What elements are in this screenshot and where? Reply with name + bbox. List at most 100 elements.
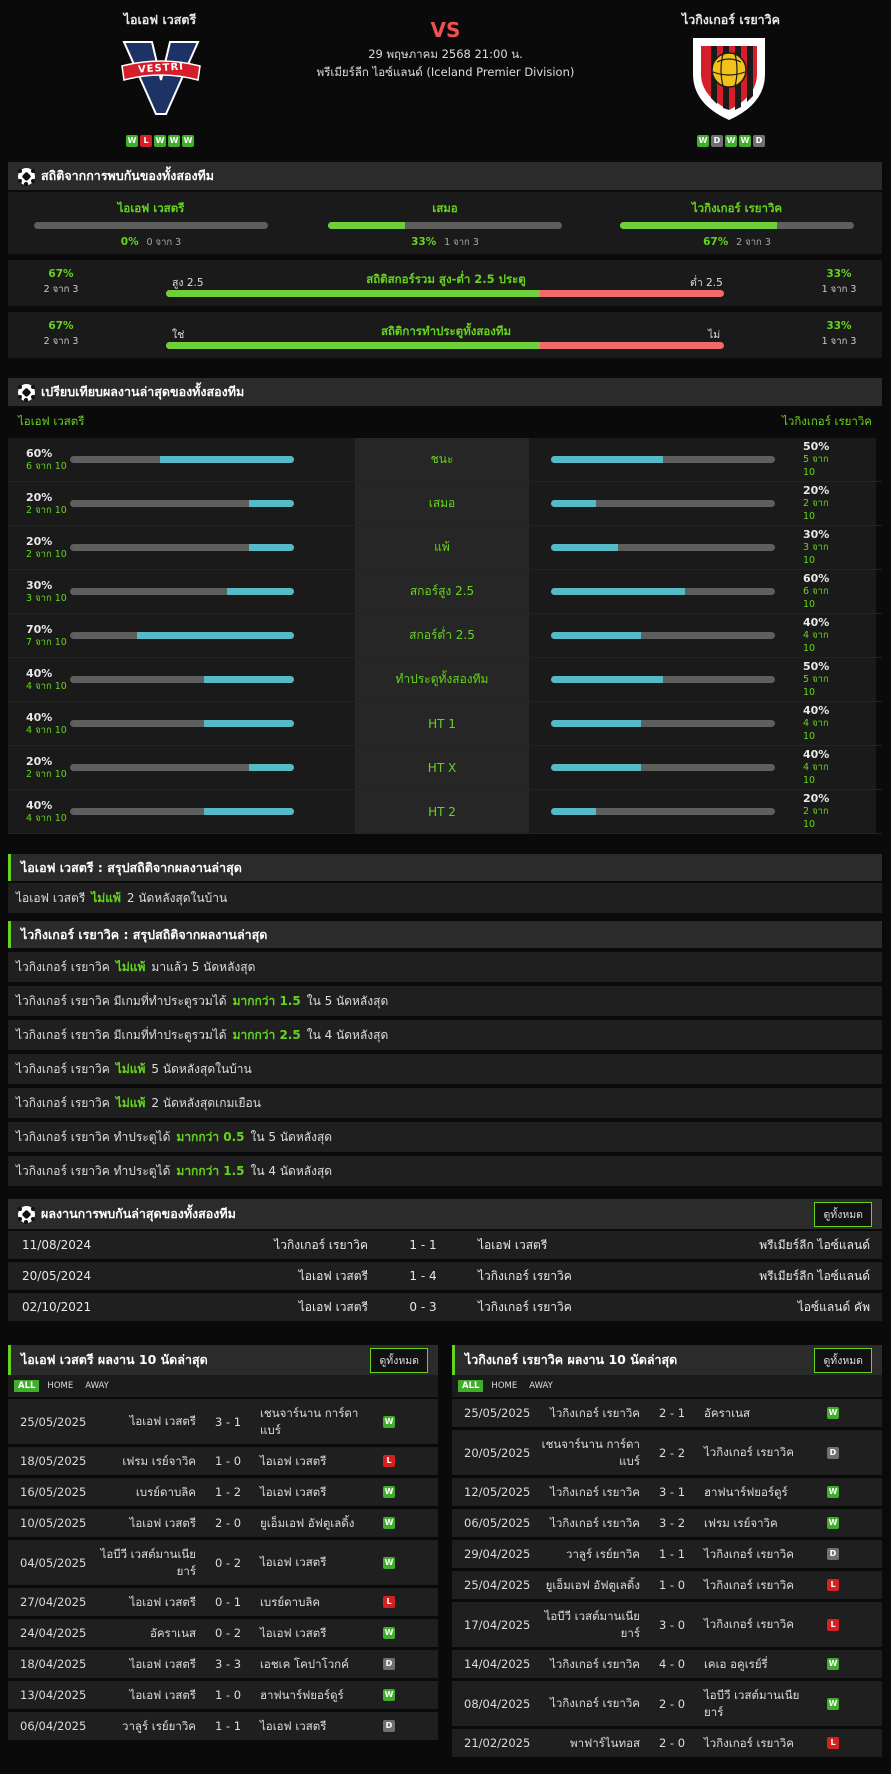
tab-home[interactable]: HOME <box>47 1381 74 1391</box>
home-team[interactable]: ยูเอ็มเอฟ อัฟตูเลดิ้ง <box>545 1577 640 1592</box>
home-team-name[interactable]: ไอเอฟ เวสตรี <box>123 12 197 27</box>
tab-all[interactable]: ALL <box>14 1380 40 1392</box>
away-team[interactable]: ฮาฟนาร์ฟยอร์ดูร์ <box>260 1687 344 1702</box>
home-team[interactable]: ไวกิงเกอร์ เรยาวิค <box>550 1484 640 1499</box>
home-team[interactable]: ไอเอฟ เวสตรี <box>298 1299 368 1314</box>
away-team[interactable]: ไอเอฟ เวสตรี <box>260 1555 327 1569</box>
h2h-row[interactable]: 02/10/2021 ไอเอฟ เวสตรี 0 - 3 ไวกิงเกอร์ เร… <box>8 1293 882 1321</box>
form-badge: W <box>725 135 737 147</box>
home-team[interactable]: ไอเอฟ เวสตรี <box>298 1268 368 1283</box>
home-team[interactable]: เบรย์ดาบลิค <box>135 1484 196 1499</box>
away-team[interactable]: ไอบีวี เวสต์มานเนียยาร์ <box>704 1687 800 1719</box>
score: 3 - 2 <box>658 1516 686 1530</box>
away-team[interactable]: เฟรม เรย์จาวิค <box>704 1515 778 1530</box>
tab-home[interactable]: HOME <box>491 1381 518 1391</box>
view-all-button[interactable]: ดูทั้งหมด <box>370 1347 428 1373</box>
home-team[interactable]: วาลูร์ เรย์ยาวิค <box>566 1546 640 1561</box>
fixture-row[interactable]: 25/05/2025 ไอเอฟ เวสตรี 3 - 1 เชนจาร์นาน กา… <box>8 1399 438 1444</box>
fixture-row[interactable]: 24/04/2025 อัคราเนส 0 - 2 ไอเอฟ เวสตรี W <box>8 1619 438 1647</box>
away-pct-count: 2 จาก 10 <box>803 498 829 522</box>
away-team[interactable]: ไวกิงเกอร์ เรยาวิค <box>704 1735 794 1750</box>
home-team[interactable]: เฟรม เรย์จาวิค <box>122 1453 196 1468</box>
competition[interactable]: พรีเมียร์ลีก ไอซ์แลนด์ <box>759 1268 870 1283</box>
away-team[interactable]: ยูเอ็มเอฟ อัฟตูเลดิ้ง <box>260 1515 355 1530</box>
home-pct-count: 2 จาก 10 <box>26 548 67 560</box>
match-date: 21/02/2025 <box>464 1736 531 1750</box>
fixture-row[interactable]: 17/04/2025 ไอบีวี เวสต์มานเนียยาร์ 3 - 0 ไว… <box>452 1602 882 1647</box>
view-all-button[interactable]: ดูทั้งหมด <box>814 1201 872 1227</box>
away-team[interactable]: ฮาฟนาร์ฟยอร์ดูร์ <box>704 1484 788 1499</box>
fixture-row[interactable]: 16/05/2025 เบรย์ดาบลิค 1 - 2 ไอเอฟ เวสตรี W <box>8 1478 438 1506</box>
home-team[interactable]: ไวกิงเกอร์ เรยาวิค <box>550 1696 640 1710</box>
home-team[interactable]: วาลูร์ เรย์ยาวิค <box>122 1718 196 1733</box>
home-team[interactable]: ไอบีวี เวสต์มานเนียยาร์ <box>100 1546 196 1578</box>
fixture-row[interactable]: 27/04/2025 ไอเอฟ เวสตรี 0 - 1 เบรย์ดาบลิค L <box>8 1588 438 1616</box>
home-team[interactable]: ไอเอฟ เวสตรี <box>129 1515 196 1530</box>
home-pct-count: 2 จาก 10 <box>26 768 67 780</box>
home-team[interactable]: ไวกิงเกอร์ เรยาวิค <box>550 1656 640 1671</box>
fixture-row[interactable]: 21/02/2025 พาฟาร์ไนทอส 2 - 0 ไวกิงเกอร์ เรย… <box>452 1729 882 1757</box>
result-cell: L <box>814 1737 852 1749</box>
away-team[interactable]: ไวกิงเกอร์ เรยาวิค <box>704 1577 794 1592</box>
away-team[interactable]: ไอเอฟ เวสตรี <box>260 1718 327 1733</box>
away-team[interactable]: ไวกิงเกอร์ เรยาวิค <box>478 1299 572 1314</box>
home-team[interactable]: ไวกิงเกอร์ เรยาวิค <box>274 1237 368 1252</box>
away-team[interactable]: ไอเอฟ เวสตรี <box>478 1237 548 1252</box>
h2h-away-sub: 2 จาก 3 <box>736 237 771 248</box>
fixture-row[interactable]: 18/04/2025 ไอเอฟ เวสตรี 3 - 3 เอชเค โคปาโวก… <box>8 1650 438 1678</box>
fixture-row[interactable]: 25/04/2025 ยูเอ็มเอฟ อัฟตูเลดิ้ง 1 - 0 ไวกิ… <box>452 1571 882 1599</box>
fixture-row[interactable]: 06/05/2025 ไวกิงเกอร์ เรยาวิค 3 - 2 เฟรม เร… <box>452 1509 882 1537</box>
view-all-button[interactable]: ดูทั้งหมด <box>814 1347 872 1373</box>
h2h-row[interactable]: 11/08/2024 ไวกิงเกอร์ เรยาวิค 1 - 1 ไอเอฟ เ… <box>8 1231 882 1259</box>
home-team[interactable]: อัคราเนส <box>149 1625 196 1640</box>
compare-rows: 60% 6 จาก 10 ชนะ 50% 5 จาก 10 20% 2 จาก 10 เสมอ… <box>8 438 882 834</box>
away-team[interactable]: อัคราเนส <box>704 1405 751 1420</box>
home-team[interactable]: ไอบีวี เวสต์มานเนียยาร์ <box>544 1608 640 1640</box>
fixture-row[interactable]: 20/05/2025 เชนจาร์นาน การ์ดาแบร์ 2 - 2 ไวกิ… <box>452 1430 882 1475</box>
fixture-row[interactable]: 10/05/2025 ไอเอฟ เวสตรี 2 - 0 ยูเอ็มเอฟ อัฟ… <box>8 1509 438 1537</box>
away-team[interactable]: ไวกิงเกอร์ เรยาวิค <box>478 1268 572 1283</box>
home-team[interactable]: ไอเอฟ เวสตรี <box>129 1656 196 1671</box>
fixture-row[interactable]: 25/05/2025 ไวกิงเกอร์ เรยาวิค 2 - 1 อัคราเน… <box>452 1399 882 1427</box>
fixture-row[interactable]: 06/04/2025 วาลูร์ เรย์ยาวิค 1 - 1 ไอเอฟ เวส… <box>8 1712 438 1740</box>
away-team[interactable]: ไอเอฟ เวสตรี <box>260 1453 327 1468</box>
home-team[interactable]: พาฟาร์ไนทอส <box>570 1735 640 1750</box>
away-pct: 30% 3 จาก 10 <box>775 528 837 567</box>
compare-away-name[interactable]: ไวกิงเกอร์ เรยาวิค <box>782 414 872 428</box>
away-team-name[interactable]: ไวกิงเกอร์ เรยาวิค <box>681 12 781 27</box>
home-pct: 30% 3 จาก 10 <box>8 579 70 605</box>
fixture-row[interactable]: 29/04/2025 วาลูร์ เรย์ยาวิค 1 - 1 ไวกิงเกอร… <box>452 1540 882 1568</box>
away-team[interactable]: ไอเอฟ เวสตรี <box>260 1625 327 1640</box>
fixture-row[interactable]: 13/04/2025 ไอเอฟ เวสตรี 1 - 0 ฮาฟนาร์ฟยอร์ด… <box>8 1681 438 1709</box>
away-team[interactable]: เบรย์ดาบลิค <box>260 1594 321 1609</box>
fixture-row[interactable]: 14/04/2025 ไวกิงเกอร์ เรยาวิค 4 - 0 เคเอ อค… <box>452 1650 882 1678</box>
home-team-logo[interactable]: VESTRI <box>118 38 204 118</box>
tab-all[interactable]: ALL <box>458 1380 484 1392</box>
competition[interactable]: พรีเมียร์ลีก ไอซ์แลนด์ (Iceland Premier … <box>316 65 575 79</box>
away-team[interactable]: เคเอ อคูเรย์รี่ <box>704 1656 768 1671</box>
fixture-row[interactable]: 12/05/2025 ไวกิงเกอร์ เรยาวิค 3 - 1 ฮาฟนาร์… <box>452 1478 882 1506</box>
away-team-logo[interactable] <box>689 34 769 122</box>
away-team[interactable]: ไวกิงเกอร์ เรยาวิค <box>704 1546 794 1561</box>
home-team[interactable]: ไอเอฟ เวสตรี <box>129 1687 196 1702</box>
h2h-row[interactable]: 20/05/2024 ไอเอฟ เวสตรี 1 - 4 ไวกิงเกอร์ เร… <box>8 1262 882 1290</box>
away-team[interactable]: ไวกิงเกอร์ เรยาวิค <box>704 1445 794 1459</box>
fixture-row[interactable]: 08/04/2025 ไวกิงเกอร์ เรยาวิค 2 - 0 ไอบีวี … <box>452 1681 882 1726</box>
home-team[interactable]: ไอเอฟ เวสตรี <box>129 1414 196 1428</box>
home-team[interactable]: เชนจาร์นาน การ์ดาแบร์ <box>541 1436 640 1468</box>
away-team[interactable]: เอชเค โคปาโวกค์ <box>260 1656 349 1671</box>
summary-row: ไวกิงเกอร์ เรยาวิค ไม่แพ้ 5 นัดหลังสุดในบ้… <box>8 1054 882 1084</box>
home-team[interactable]: ไวกิงเกอร์ เรยาวิค <box>550 1405 640 1420</box>
fixture-row[interactable]: 18/05/2025 เฟรม เรย์จาวิค 1 - 0 ไอเอฟ เวสตร… <box>8 1447 438 1475</box>
away-team[interactable]: เชนจาร์นาน การ์ดาแบร์ <box>260 1405 359 1437</box>
competition[interactable]: ไอซ์แลนด์ คัพ <box>797 1299 870 1314</box>
away-team[interactable]: ไอเอฟ เวสตรี <box>260 1484 327 1499</box>
away-team[interactable]: ไวกิงเกอร์ เรยาวิค <box>704 1617 794 1631</box>
competition[interactable]: พรีเมียร์ลีก ไอซ์แลนด์ <box>759 1237 870 1252</box>
tab-away[interactable]: AWAY <box>85 1381 109 1391</box>
home-team[interactable]: ไอเอฟ เวสตรี <box>129 1594 196 1609</box>
fixture-row[interactable]: 04/05/2025 ไอบีวี เวสต์มานเนียยาร์ 0 - 2 ไอ… <box>8 1540 438 1585</box>
compare-home-name[interactable]: ไอเอฟ เวสตรี <box>18 414 85 428</box>
tab-away[interactable]: AWAY <box>529 1381 553 1391</box>
home-team[interactable]: ไวกิงเกอร์ เรยาวิค <box>550 1515 640 1530</box>
